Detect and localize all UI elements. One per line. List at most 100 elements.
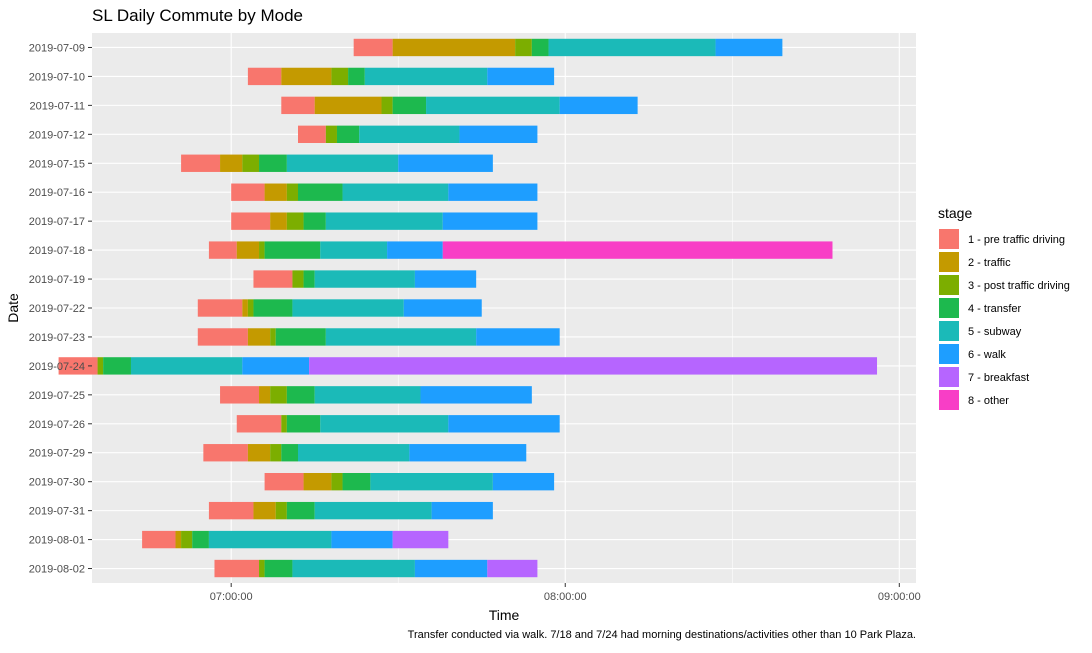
chart-title: SL Daily Commute by Mode bbox=[92, 6, 303, 25]
bar-segment bbox=[259, 559, 265, 578]
bar-segment bbox=[403, 299, 482, 317]
legend-title: stage bbox=[938, 205, 972, 221]
bar-segment bbox=[381, 96, 393, 115]
bar-segment bbox=[559, 96, 638, 115]
bar-segment bbox=[281, 415, 287, 433]
bar-segment bbox=[203, 444, 248, 462]
bar-segment bbox=[231, 212, 271, 230]
bar-segment bbox=[298, 125, 326, 143]
bar-segment bbox=[275, 328, 326, 346]
bar-segment bbox=[270, 212, 287, 230]
legend-label: 8 - other bbox=[968, 395, 1009, 407]
bar-segment bbox=[130, 357, 243, 375]
bar-segment bbox=[270, 444, 282, 462]
bar-segment bbox=[414, 559, 488, 578]
legend-key bbox=[939, 344, 959, 364]
bar-segment bbox=[281, 444, 298, 462]
bar-segment bbox=[448, 415, 560, 433]
bar-segment bbox=[208, 501, 254, 520]
bar-segment bbox=[314, 501, 432, 520]
bar-segment bbox=[325, 328, 477, 346]
chart-caption: Transfer conducted via walk. 7/18 and 7/… bbox=[408, 629, 916, 641]
bar-segment bbox=[487, 67, 555, 86]
bar-segment bbox=[97, 357, 104, 375]
bar-segment bbox=[336, 125, 360, 143]
bar-segment bbox=[208, 530, 332, 549]
bar-segment bbox=[414, 270, 477, 288]
bar-segment bbox=[303, 212, 326, 230]
bar-segment bbox=[342, 183, 449, 201]
bar-segment bbox=[242, 154, 260, 172]
legend-key bbox=[939, 229, 959, 249]
bar-segment bbox=[370, 473, 493, 491]
bar-segment bbox=[286, 415, 321, 433]
bar-segment bbox=[314, 270, 415, 288]
x-axis-label: Time bbox=[489, 607, 520, 623]
bar-segment bbox=[259, 386, 271, 404]
bar-segment bbox=[253, 501, 276, 520]
y-tick-label: 2019-07-18 bbox=[29, 245, 85, 257]
bar-segment bbox=[392, 38, 516, 57]
legend-label: 7 - breakfast bbox=[968, 372, 1029, 384]
y-tick-label: 2019-08-02 bbox=[29, 564, 85, 576]
y-tick-label: 2019-07-25 bbox=[29, 390, 85, 402]
bar-segment bbox=[442, 212, 538, 230]
bar-segment bbox=[487, 559, 538, 578]
x-tick-label: 09:00:00 bbox=[878, 591, 921, 603]
bar-segment bbox=[320, 415, 449, 433]
bar-segment bbox=[253, 270, 293, 288]
bar-segment bbox=[392, 96, 427, 115]
legend-label: 3 - post traffic driving bbox=[968, 280, 1070, 292]
bar-segment bbox=[442, 241, 833, 259]
legend-key bbox=[939, 390, 959, 410]
bar-segment bbox=[270, 386, 287, 404]
bar-segment bbox=[286, 212, 304, 230]
bar-segment bbox=[359, 125, 460, 143]
legend-key bbox=[939, 298, 959, 318]
bar-segment bbox=[320, 241, 388, 259]
bar-segment bbox=[325, 212, 443, 230]
x-axis: 07:00:00 08:00:00 09:00:00 bbox=[210, 583, 921, 603]
x-tick-label: 08:00:00 bbox=[544, 591, 587, 603]
bar-segment bbox=[192, 530, 209, 549]
bar-segment bbox=[314, 96, 382, 115]
bar-segment bbox=[459, 125, 538, 143]
bar-segment bbox=[236, 415, 282, 433]
y-tick-label: 2019-07-29 bbox=[29, 448, 85, 460]
bar-segment bbox=[292, 559, 415, 578]
bar-segment bbox=[275, 501, 287, 520]
legend-key bbox=[939, 252, 959, 272]
y-tick-label: 2019-07-22 bbox=[29, 303, 85, 315]
bar-segment bbox=[231, 183, 265, 201]
legend-key bbox=[939, 367, 959, 387]
bar-segment bbox=[387, 241, 443, 259]
bar-segment bbox=[259, 154, 287, 172]
bar-segment bbox=[353, 38, 393, 57]
bar-segments bbox=[58, 38, 878, 578]
bar-segment bbox=[286, 386, 315, 404]
bar-segment bbox=[303, 473, 332, 491]
bar-segment bbox=[298, 444, 410, 462]
bar-segment bbox=[142, 530, 176, 549]
bar-segment bbox=[409, 444, 527, 462]
bar-segment bbox=[548, 38, 716, 57]
y-tick-label: 2019-07-31 bbox=[29, 506, 85, 518]
bar-segment bbox=[420, 386, 532, 404]
legend-label: 1 - pre traffic driving bbox=[968, 234, 1065, 246]
bar-segment bbox=[398, 154, 493, 172]
y-tick-label: 2019-07-19 bbox=[29, 274, 85, 286]
y-tick-label: 2019-07-11 bbox=[30, 100, 85, 112]
bar-segment bbox=[476, 328, 560, 346]
bar-segment bbox=[309, 357, 878, 375]
legend-label: 4 - transfer bbox=[968, 303, 1022, 315]
bar-segment bbox=[58, 357, 98, 375]
bar-segment bbox=[220, 154, 243, 172]
legend-label: 2 - traffic bbox=[968, 257, 1011, 269]
y-tick-label: 2019-07-10 bbox=[29, 71, 85, 83]
bar-segment bbox=[292, 299, 404, 317]
legend: stage 1 - pre traffic driving 2 - traffic… bbox=[938, 205, 1070, 410]
bar-segment bbox=[531, 38, 549, 57]
y-tick-label: 2019-07-23 bbox=[29, 332, 85, 344]
bar-segment bbox=[331, 67, 349, 86]
